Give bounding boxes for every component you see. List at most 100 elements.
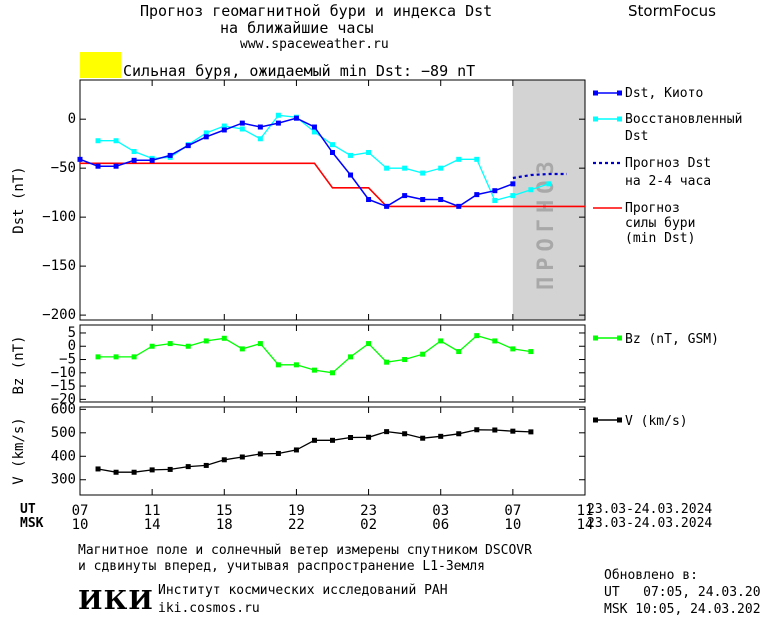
- reconstructed-dst-point: [402, 165, 408, 171]
- reconstructed-dst-point: [311, 129, 317, 135]
- solar-wind-speed-point: [293, 447, 299, 453]
- solar-wind-speed-point: [203, 462, 209, 468]
- reconstructed-dst-point: [492, 197, 498, 203]
- bz-point: [474, 333, 480, 339]
- x-axis-ut-label: UT: [20, 502, 36, 517]
- legend-swatch-dst-marker: [593, 90, 598, 96]
- dst-kyoto-point: [275, 120, 281, 126]
- institute-url[interactable]: iki.cosmos.ru: [158, 601, 260, 616]
- dst-kyoto-point: [77, 156, 83, 162]
- forecast-region: [512, 80, 585, 320]
- brand-name: StormFocus: [628, 2, 716, 20]
- solar-wind-speed-point: [420, 435, 426, 441]
- x-tick-label-msk: 10: [504, 517, 521, 533]
- site-url[interactable]: www.spaceweather.ru: [240, 37, 389, 52]
- bz-point: [510, 346, 516, 352]
- dst-kyoto-point: [456, 203, 462, 209]
- reconstructed-dst-point: [384, 165, 390, 171]
- reconstructed-dst-point: [221, 123, 227, 129]
- x-tick-label-ut: 15: [216, 503, 233, 519]
- panel-frame-2: [79, 406, 586, 496]
- bz-point: [113, 354, 119, 360]
- x-tick-label-ut: 07: [504, 503, 521, 519]
- solar-wind-speed-point: [113, 469, 119, 475]
- dst-kyoto-point: [149, 157, 155, 163]
- solar-wind-speed-point: [221, 457, 227, 463]
- bz-point: [149, 343, 155, 349]
- y-tick-label: −50: [51, 160, 76, 176]
- legend-label-storm-3: (min Dst): [625, 231, 696, 246]
- reconstructed-dst-line: [98, 114, 550, 202]
- bz-point: [275, 362, 281, 368]
- legend-label-reconstructed-1: Восстановленный: [625, 112, 743, 127]
- solar-wind-speed-point: [402, 431, 408, 437]
- legend-label-v: V (km/s): [625, 414, 688, 429]
- y-axis-label-0: Dst (nT): [11, 166, 27, 233]
- x-tick-label-ut: 19: [288, 503, 305, 519]
- dst-kyoto-point: [221, 127, 227, 133]
- bz-point: [311, 367, 317, 373]
- panel-frame-0: [79, 79, 586, 321]
- legend-swatch-v-marker: [617, 417, 622, 423]
- solar-wind-speed-point: [492, 427, 498, 433]
- dst-kyoto-point: [311, 124, 317, 130]
- reconstructed-dst-point: [330, 142, 335, 148]
- solar-wind-speed-point: [456, 431, 462, 437]
- dst-kyoto-point: [330, 149, 335, 155]
- dst-kyoto-point: [203, 134, 209, 140]
- solar-wind-speed-point: [330, 437, 335, 443]
- dst-kyoto-point: [167, 152, 173, 158]
- x-axis-msk-label: MSK: [20, 516, 44, 531]
- reconstructed-dst-point: [456, 156, 462, 162]
- reconstructed-dst-point: [438, 165, 444, 171]
- solar-wind-speed-point: [167, 466, 173, 472]
- dst-kyoto-point: [257, 124, 263, 130]
- y-tick-label: −200: [42, 307, 76, 323]
- storm-level-swatch: [80, 52, 121, 78]
- bz-point: [131, 354, 137, 360]
- y-tick-label: −5: [59, 352, 76, 368]
- bz-point: [185, 343, 191, 349]
- y-tick-label: −15: [51, 378, 76, 394]
- reconstructed-dst-point: [203, 130, 209, 136]
- bz-point: [492, 338, 498, 344]
- bz-point: [203, 338, 209, 344]
- storm-forecast-line: [80, 162, 585, 208]
- y-tick-label: −150: [42, 258, 76, 274]
- reconstructed-dst-point: [257, 136, 263, 142]
- legend-swatch-reconstructed-marker: [593, 116, 598, 122]
- legend-label-storm-2: силы бури: [625, 216, 696, 231]
- y-axis-label-2: V (km/s): [11, 417, 27, 484]
- bz-point: [239, 346, 245, 352]
- reconstructed-dst-point: [275, 112, 281, 118]
- legend-swatch-bz-marker: [617, 335, 622, 341]
- solar-wind-speed-point: [149, 467, 155, 473]
- solar-wind-speed-point: [528, 429, 534, 435]
- dst-kyoto-point: [293, 115, 299, 121]
- footer-note-line1: Магнитное поле и солнечный ветер измерен…: [78, 543, 532, 558]
- legend-label-dst: Dst, Киото: [625, 86, 704, 101]
- bz-point: [330, 370, 335, 376]
- solar-wind-speed-point: [366, 434, 372, 440]
- solar-wind-speed-point: [95, 466, 101, 472]
- solar-wind-speed-point: [510, 428, 516, 434]
- dst-kyoto-point: [239, 120, 245, 126]
- dst-kyoto-point: [113, 163, 119, 169]
- dst-kyoto-point: [384, 203, 390, 209]
- bz-point: [167, 341, 173, 347]
- reconstructed-dst-point: [420, 170, 426, 176]
- bz-point: [438, 338, 444, 344]
- reconstructed-dst-point: [113, 138, 119, 144]
- forecast-region-label: ПРОГНОЗ: [534, 155, 559, 290]
- iki-logo: ИКИ: [78, 586, 154, 616]
- y-axis-label-1: Bz (nT): [11, 335, 27, 394]
- bz-point: [257, 341, 263, 347]
- bz-point: [384, 359, 390, 365]
- x-tick-label-ut: 03: [432, 503, 449, 519]
- legend-label-forecast-2: на 2-4 часа: [625, 174, 712, 189]
- bz-point: [420, 351, 426, 357]
- bz-point: [402, 357, 408, 363]
- legend-label-forecast-1: Прогноз Dst: [625, 156, 712, 171]
- legend-label-reconstructed-2: Dst: [625, 129, 649, 144]
